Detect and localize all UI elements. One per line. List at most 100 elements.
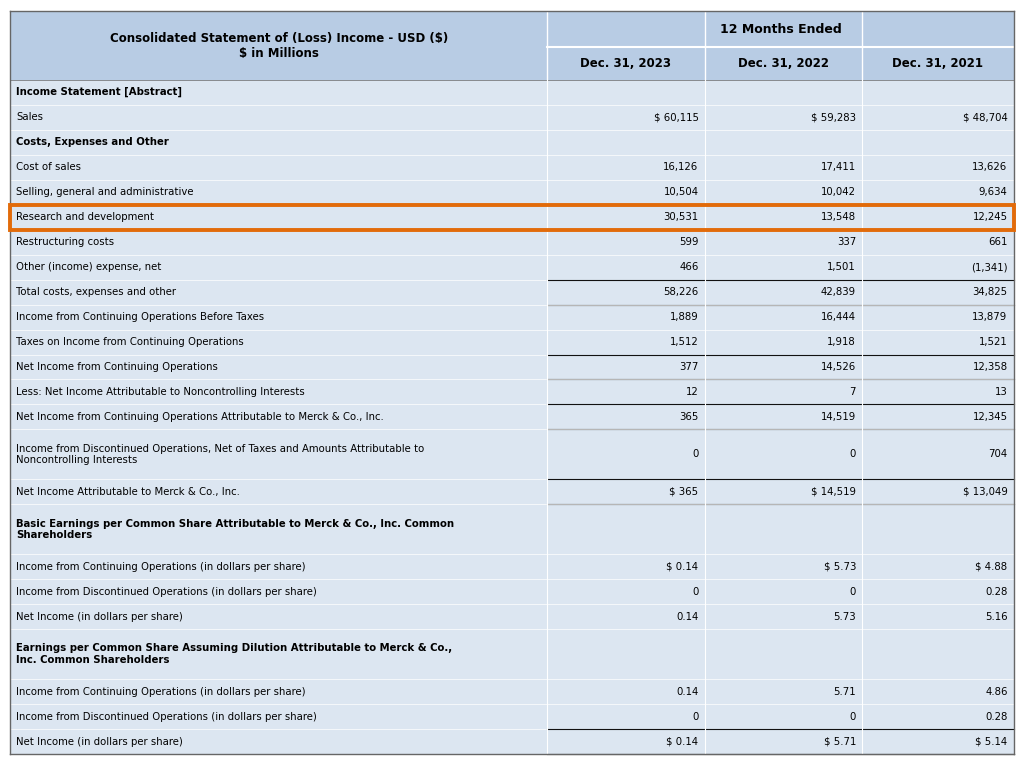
Text: $ 14,519: $ 14,519 xyxy=(811,487,856,497)
Text: Income from Discontinued Operations (in dollars per share): Income from Discontinued Operations (in … xyxy=(16,712,317,722)
Bar xyxy=(705,554,862,579)
Bar xyxy=(547,430,705,479)
Bar xyxy=(705,629,862,679)
Bar xyxy=(10,380,547,405)
Bar xyxy=(10,579,547,604)
Text: Dec. 31, 2023: Dec. 31, 2023 xyxy=(581,57,672,70)
Text: 1,512: 1,512 xyxy=(670,337,698,347)
Bar xyxy=(10,11,547,80)
Bar xyxy=(10,130,547,155)
Text: 30,531: 30,531 xyxy=(664,212,698,222)
Bar xyxy=(705,430,862,479)
Bar xyxy=(547,230,705,255)
Text: $ 0.14: $ 0.14 xyxy=(667,737,698,747)
Bar xyxy=(547,729,705,754)
Bar xyxy=(705,80,862,105)
Text: 0: 0 xyxy=(850,712,856,722)
Bar xyxy=(547,504,705,554)
Bar xyxy=(10,305,547,330)
Text: 5.16: 5.16 xyxy=(985,612,1008,622)
Text: 0.14: 0.14 xyxy=(676,612,698,622)
Bar xyxy=(547,579,705,604)
Text: $ 5.71: $ 5.71 xyxy=(823,737,856,747)
Text: 704: 704 xyxy=(988,449,1008,459)
Bar xyxy=(547,105,705,130)
Text: Less: Net Income Attributable to Noncontrolling Interests: Less: Net Income Attributable to Noncont… xyxy=(16,387,305,397)
Bar xyxy=(10,729,547,754)
Text: 12,345: 12,345 xyxy=(973,412,1008,422)
Bar xyxy=(862,405,1014,430)
Text: 0.28: 0.28 xyxy=(985,587,1008,597)
Text: Sales: Sales xyxy=(16,112,43,122)
Bar xyxy=(862,330,1014,355)
Text: Income from Discontinued Operations, Net of Taxes and Amounts Attributable to
No: Income from Discontinued Operations, Net… xyxy=(16,443,425,465)
Bar xyxy=(705,479,862,504)
Bar xyxy=(547,679,705,704)
Bar xyxy=(10,205,547,230)
Bar xyxy=(10,629,547,679)
Bar xyxy=(705,130,862,155)
Text: 7: 7 xyxy=(850,387,856,397)
Text: $ 59,283: $ 59,283 xyxy=(811,112,856,122)
Text: $ 0.14: $ 0.14 xyxy=(667,562,698,572)
Bar xyxy=(862,579,1014,604)
Text: Costs, Expenses and Other: Costs, Expenses and Other xyxy=(16,137,169,147)
Bar xyxy=(862,255,1014,280)
Text: 466: 466 xyxy=(679,262,698,272)
Text: 13,626: 13,626 xyxy=(973,162,1008,172)
Bar xyxy=(705,380,862,405)
Bar xyxy=(862,305,1014,330)
Text: 16,444: 16,444 xyxy=(821,312,856,322)
Bar xyxy=(547,180,705,205)
Bar xyxy=(862,105,1014,130)
Text: Selling, general and administrative: Selling, general and administrative xyxy=(16,187,194,197)
Bar xyxy=(862,504,1014,554)
Bar xyxy=(705,255,862,280)
Bar xyxy=(547,47,1014,80)
Bar xyxy=(10,355,547,380)
Text: 1,918: 1,918 xyxy=(827,337,856,347)
Text: 14,526: 14,526 xyxy=(821,362,856,372)
Text: Other (income) expense, net: Other (income) expense, net xyxy=(16,262,162,272)
Text: 1,521: 1,521 xyxy=(979,337,1008,347)
Text: Net Income from Continuing Operations Attributable to Merck & Co., Inc.: Net Income from Continuing Operations At… xyxy=(16,412,384,422)
Text: 10,042: 10,042 xyxy=(821,187,856,197)
Bar xyxy=(10,280,547,305)
Text: Taxes on Income from Continuing Operations: Taxes on Income from Continuing Operatio… xyxy=(16,337,244,347)
Bar xyxy=(10,554,547,579)
Text: 0.28: 0.28 xyxy=(985,712,1008,722)
Bar xyxy=(705,155,862,180)
Bar xyxy=(705,604,862,629)
Bar xyxy=(705,579,862,604)
Text: 13,548: 13,548 xyxy=(821,212,856,222)
Bar xyxy=(547,629,705,679)
Text: 12,245: 12,245 xyxy=(973,212,1008,222)
Text: 42,839: 42,839 xyxy=(821,287,856,297)
Bar xyxy=(547,704,705,729)
Bar xyxy=(10,479,547,504)
Bar xyxy=(10,80,547,105)
Text: Net Income from Continuing Operations: Net Income from Continuing Operations xyxy=(16,362,218,372)
Text: 34,825: 34,825 xyxy=(973,287,1008,297)
Bar xyxy=(862,479,1014,504)
Bar xyxy=(705,330,862,355)
Text: $ 365: $ 365 xyxy=(670,487,698,497)
Text: 377: 377 xyxy=(679,362,698,372)
Text: $ 5.14: $ 5.14 xyxy=(976,737,1008,747)
Text: Income from Continuing Operations (in dollars per share): Income from Continuing Operations (in do… xyxy=(16,562,306,572)
Bar xyxy=(862,180,1014,205)
Bar xyxy=(547,130,705,155)
Text: 9,634: 9,634 xyxy=(979,187,1008,197)
Bar xyxy=(10,105,547,130)
Bar xyxy=(10,255,547,280)
Text: Net Income Attributable to Merck & Co., Inc.: Net Income Attributable to Merck & Co., … xyxy=(16,487,241,497)
Text: 5.71: 5.71 xyxy=(834,687,856,697)
Text: 4.86: 4.86 xyxy=(985,687,1008,697)
Bar xyxy=(547,11,1014,47)
Bar xyxy=(10,230,547,255)
Bar xyxy=(862,155,1014,180)
Bar xyxy=(10,704,547,729)
Text: Income from Discontinued Operations (in dollars per share): Income from Discontinued Operations (in … xyxy=(16,587,317,597)
Text: 0: 0 xyxy=(692,587,698,597)
Bar xyxy=(862,704,1014,729)
